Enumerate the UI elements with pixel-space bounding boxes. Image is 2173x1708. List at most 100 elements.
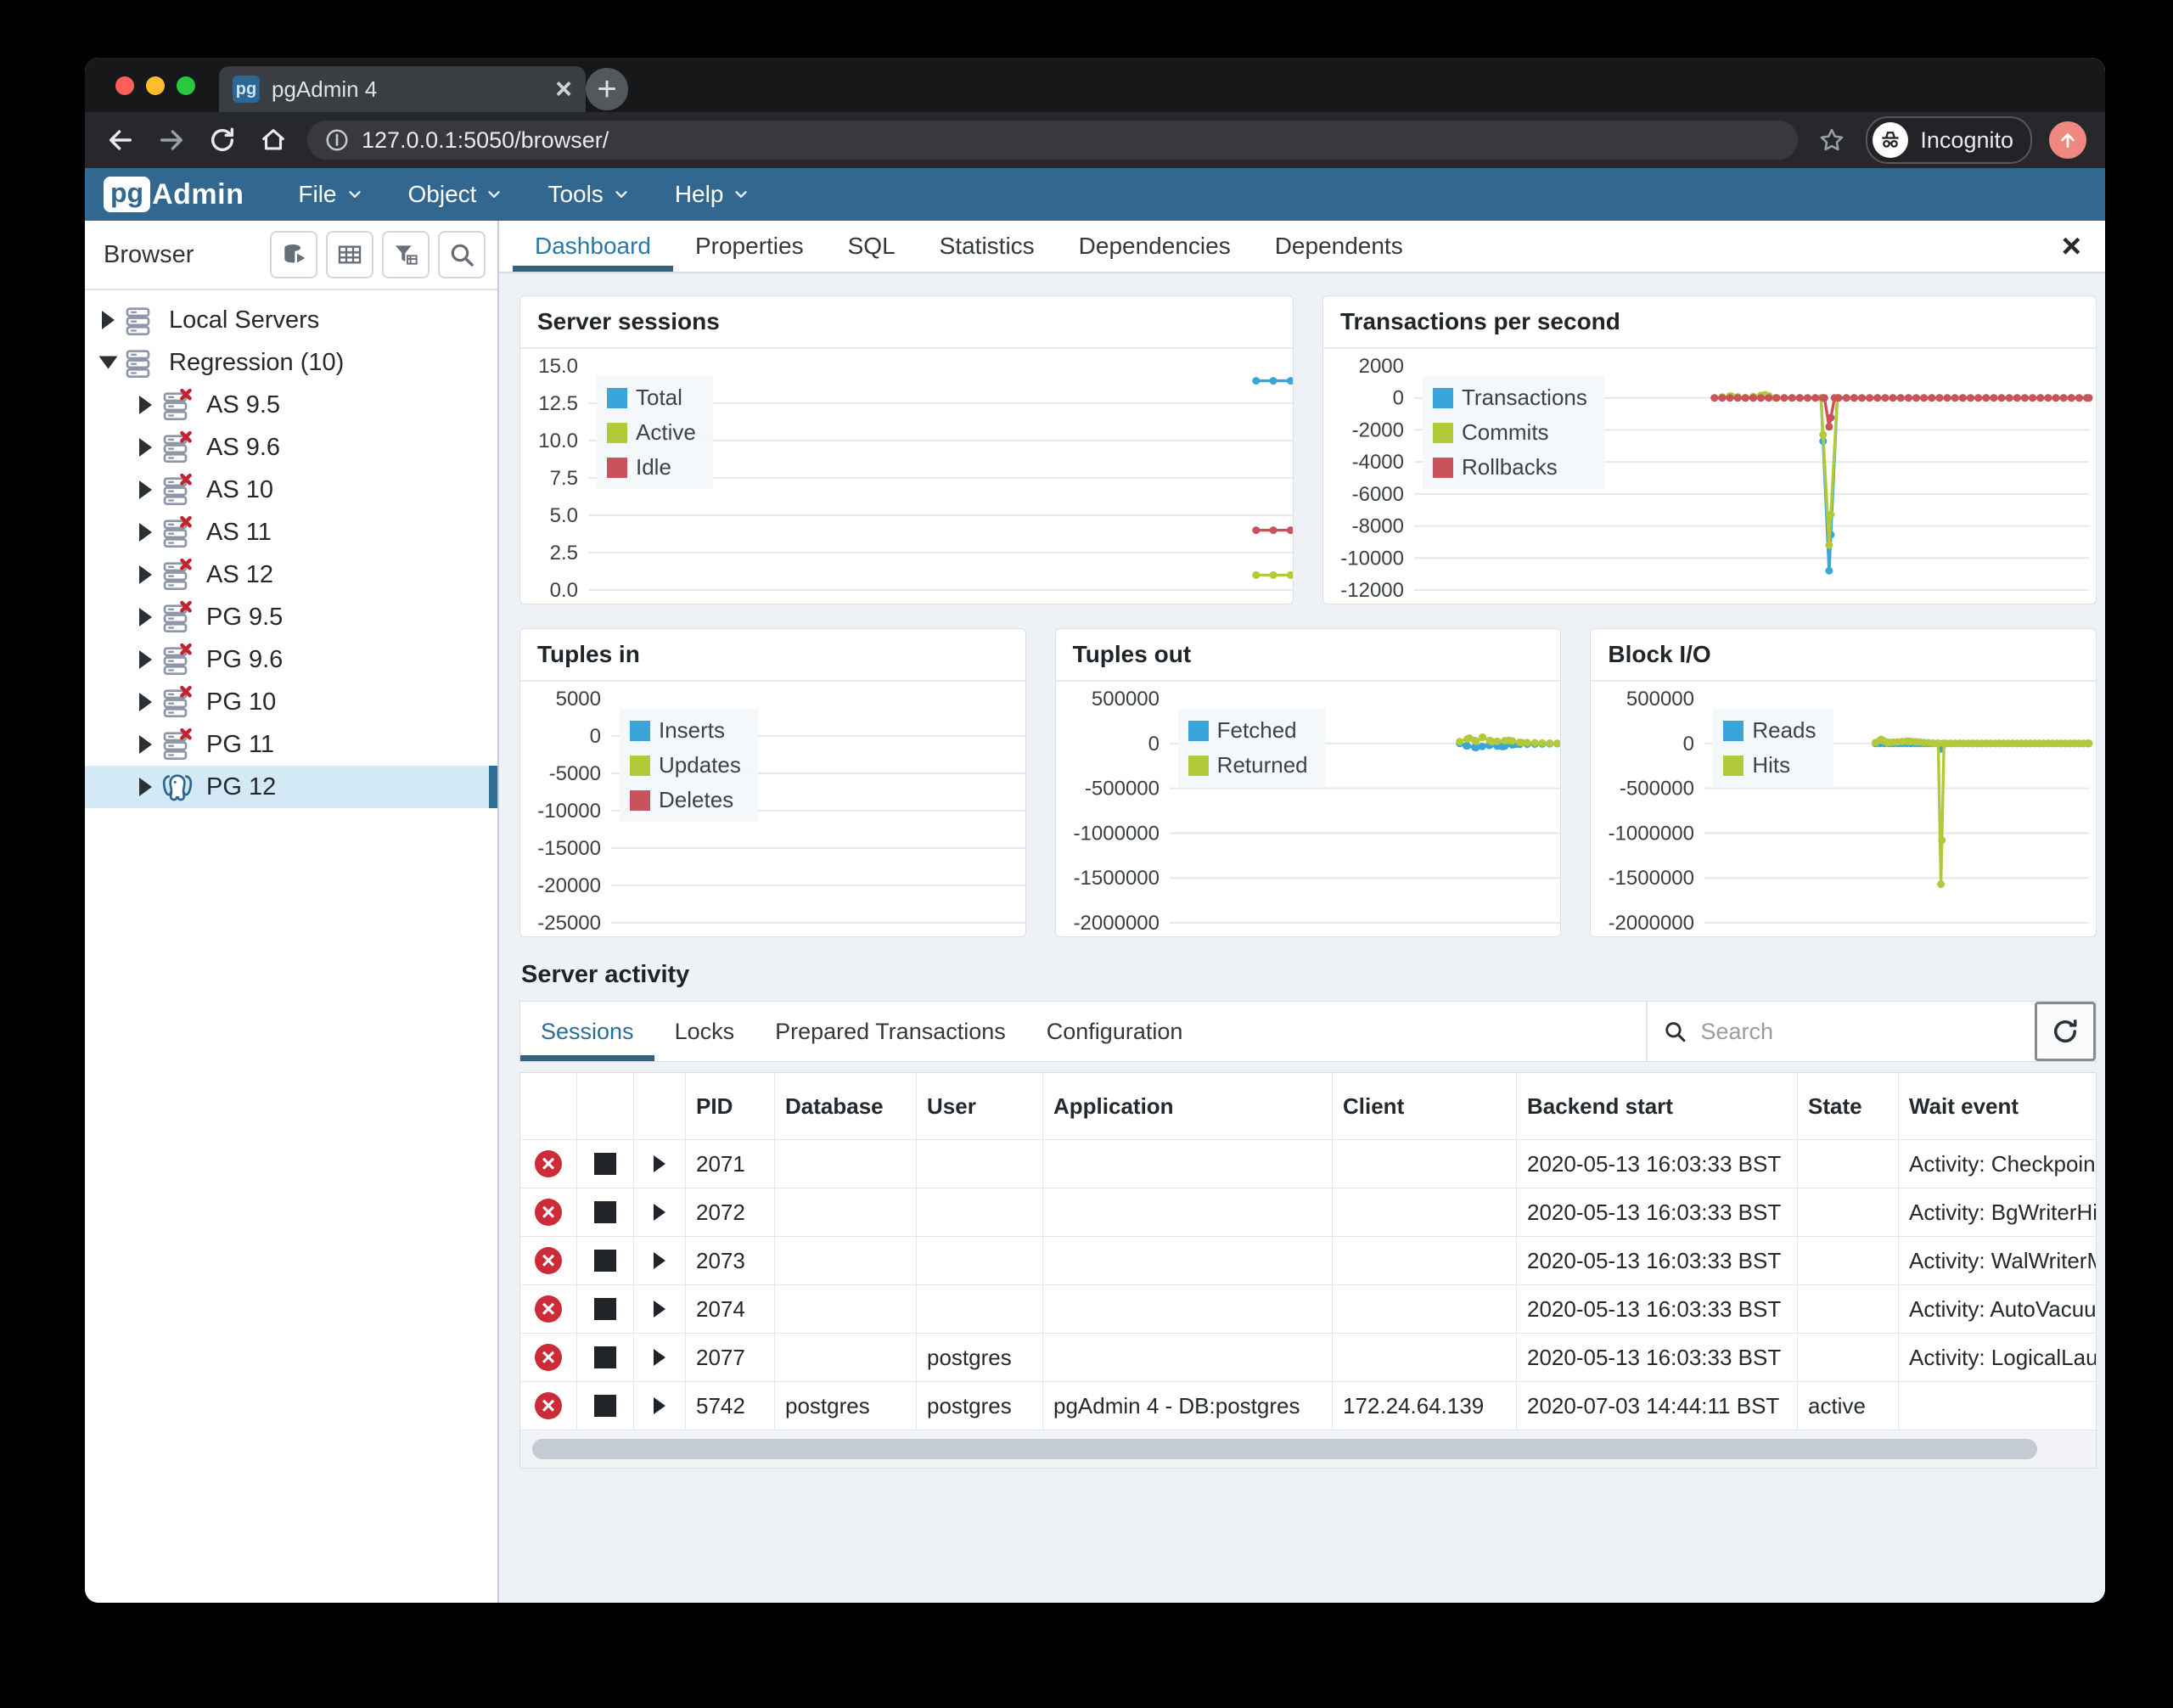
tab-sql[interactable]: SQL xyxy=(847,233,896,259)
chevron-right-icon[interactable] xyxy=(139,480,152,499)
cell-state xyxy=(1798,1334,1899,1381)
tree-item-pg-10[interactable]: PG 10 xyxy=(85,681,497,723)
new-tab-button[interactable]: + xyxy=(586,68,628,110)
reload-button[interactable] xyxy=(205,123,239,157)
cell-application xyxy=(1043,1285,1333,1333)
cancel-query-button[interactable] xyxy=(594,1153,616,1175)
home-button[interactable] xyxy=(256,123,290,157)
chevron-right-icon[interactable] xyxy=(139,693,152,711)
server-disconnected-icon xyxy=(163,728,192,760)
tree-item-label: Regression (10) xyxy=(169,348,345,376)
activity-tab-configuration[interactable]: Configuration xyxy=(1046,1018,1183,1044)
browser-panel: Browser Local Servers Regression (10) AS 9… xyxy=(85,221,499,1603)
menu-help[interactable]: Help xyxy=(675,181,751,208)
tree-item-pg-11[interactable]: PG 11 xyxy=(85,723,497,766)
traffic-light-minimize[interactable] xyxy=(146,76,165,95)
chevron-right-icon[interactable] xyxy=(102,311,115,329)
search-objects-button[interactable] xyxy=(438,231,486,278)
activity-tab-sessions[interactable]: Sessions xyxy=(520,1002,654,1061)
browser-tab[interactable]: pg pgAdmin 4 × xyxy=(219,66,586,112)
tab-dependents[interactable]: Dependents xyxy=(1274,233,1403,259)
terminate-session-button[interactable]: × xyxy=(535,1344,562,1371)
tree-item-as-12[interactable]: AS 12 xyxy=(85,553,497,596)
chevron-right-icon[interactable] xyxy=(139,650,152,669)
column-header-application: Application xyxy=(1043,1073,1333,1139)
chevron-right-icon[interactable] xyxy=(139,438,152,457)
tree-item-pg-9-6[interactable]: PG 9.6 xyxy=(85,638,497,681)
address-bar[interactable]: 127.0.0.1:5050/browser/ xyxy=(307,121,1799,160)
menu-tools[interactable]: Tools xyxy=(547,181,630,208)
tab-close-icon[interactable]: × xyxy=(555,73,572,105)
traffic-light-close[interactable] xyxy=(115,76,134,95)
expand-row-icon[interactable] xyxy=(654,1349,665,1366)
horizontal-scrollbar[interactable] xyxy=(520,1430,2096,1468)
activity-tab-prepared-transactions[interactable]: Prepared Transactions xyxy=(775,1018,1006,1044)
tree-item-as-10[interactable]: AS 10 xyxy=(85,469,497,511)
expand-row-icon[interactable] xyxy=(654,1155,665,1172)
terminate-session-button[interactable]: × xyxy=(535,1150,562,1177)
chevron-right-icon[interactable] xyxy=(139,565,152,584)
tab-statistics[interactable]: Statistics xyxy=(939,233,1035,259)
refresh-button[interactable] xyxy=(2035,1002,2096,1061)
tree-item-label: AS 9.6 xyxy=(206,433,281,461)
tab-dashboard[interactable]: Dashboard xyxy=(513,221,673,272)
info-icon[interactable] xyxy=(324,127,350,153)
selection-indicator xyxy=(489,766,497,808)
profile-avatar[interactable] xyxy=(2049,121,2086,159)
menu-object[interactable]: Object xyxy=(408,181,504,208)
column-header-client: Client xyxy=(1333,1073,1517,1139)
expand-row-icon[interactable] xyxy=(654,1252,665,1269)
chevron-down-icon xyxy=(735,191,748,198)
expand-row-icon[interactable] xyxy=(654,1397,665,1414)
search-input[interactable] xyxy=(1699,1017,2019,1046)
tree-item-pg-12[interactable]: PG 12 xyxy=(85,766,497,808)
activity-tab-locks[interactable]: Locks xyxy=(674,1018,735,1044)
query-tool-button[interactable] xyxy=(326,231,373,278)
terminate-session-button[interactable]: × xyxy=(535,1199,562,1226)
tree-item-as-11[interactable]: AS 11 xyxy=(85,511,497,553)
terminate-session-button[interactable]: × xyxy=(535,1392,562,1419)
logo-admin-text: Admin xyxy=(152,177,244,211)
dashboard-content: Server sessions 15.0 12.5 10.0 7.5 5.0 2.5 0.0 T… xyxy=(499,273,2105,1603)
url-text: 127.0.0.1:5050/browser/ xyxy=(362,126,609,153)
scrollbar-thumb[interactable] xyxy=(532,1439,2038,1459)
table-row: × 2071 2020-05-13 16:03:33 BST Activity: Ch… xyxy=(520,1140,2096,1188)
cancel-query-button[interactable] xyxy=(594,1201,616,1223)
cancel-query-button[interactable] xyxy=(594,1346,616,1368)
object-tree: Local Servers Regression (10) AS 9.5 AS 9.6… xyxy=(85,290,497,1603)
terminate-session-button[interactable]: × xyxy=(535,1295,562,1323)
server-disconnected-icon xyxy=(163,600,192,632)
legend-item: Inserts xyxy=(630,717,741,744)
bookmark-star-icon[interactable] xyxy=(1815,123,1849,157)
chevron-right-icon[interactable] xyxy=(139,396,152,414)
chart-title: Transactions per second xyxy=(1323,296,2096,349)
tab-properties[interactable]: Properties xyxy=(694,233,804,259)
cancel-query-button[interactable] xyxy=(594,1298,616,1320)
add-server-button[interactable] xyxy=(270,231,317,278)
close-panel-icon[interactable]: × xyxy=(2061,227,2081,265)
tree-item-local-servers[interactable]: Local Servers xyxy=(85,299,497,341)
cell-wait_event: Activity: CheckpointerMain xyxy=(1899,1140,2096,1188)
chevron-down-icon[interactable] xyxy=(98,356,118,369)
tree-item-regression-10[interactable]: Regression (10) xyxy=(85,341,497,384)
chart-legend: Inserts Updates Deletes xyxy=(620,709,758,822)
tab-dependencies[interactable]: Dependencies xyxy=(1078,233,1231,259)
legend-item: Commits xyxy=(1433,419,1587,446)
filtered-rows-button[interactable] xyxy=(382,231,430,278)
back-button[interactable] xyxy=(104,123,138,157)
forward-button[interactable] xyxy=(154,123,188,157)
expand-row-icon[interactable] xyxy=(654,1204,665,1221)
tree-item-as-9-6[interactable]: AS 9.6 xyxy=(85,426,497,469)
chevron-right-icon[interactable] xyxy=(139,778,152,796)
cancel-query-button[interactable] xyxy=(594,1395,616,1417)
chevron-right-icon[interactable] xyxy=(139,608,152,626)
chevron-right-icon[interactable] xyxy=(139,523,152,542)
chevron-right-icon[interactable] xyxy=(139,735,152,754)
traffic-light-zoom[interactable] xyxy=(177,76,195,95)
tree-item-as-9-5[interactable]: AS 9.5 xyxy=(85,384,497,426)
menu-file[interactable]: File xyxy=(298,181,363,208)
expand-row-icon[interactable] xyxy=(654,1301,665,1318)
terminate-session-button[interactable]: × xyxy=(535,1247,562,1274)
tree-item-pg-9-5[interactable]: PG 9.5 xyxy=(85,596,497,638)
cancel-query-button[interactable] xyxy=(594,1250,616,1272)
